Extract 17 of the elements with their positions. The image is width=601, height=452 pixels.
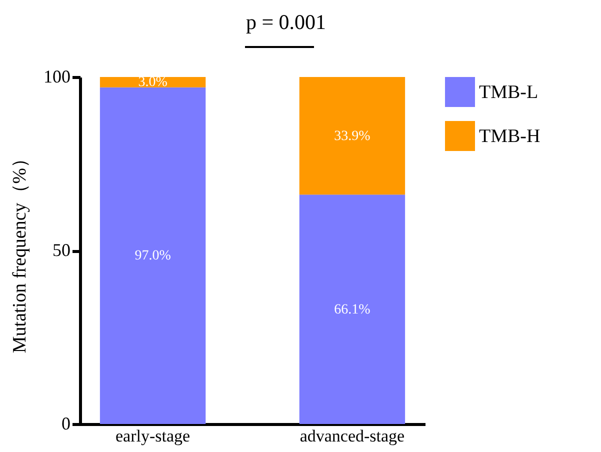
bar <box>299 194 406 424</box>
text: p = 0.001 <box>244 10 328 35</box>
y-axis-title: Mutation frequency（%） <box>10 148 30 354</box>
y-tick-label: 100 <box>44 66 70 86</box>
y-tick-label: 50 <box>52 240 70 260</box>
data-label: 3.0% <box>138 75 168 90</box>
legend-label: TMB-H <box>479 126 540 147</box>
y-tick-label: 0 <box>62 414 70 434</box>
bar <box>100 77 206 88</box>
legend-label: TMB-L <box>479 82 538 103</box>
x-tick-label: advanced-stage <box>300 426 405 446</box>
data-label: 33.9% <box>334 128 371 144</box>
data-label: 97.0% <box>134 248 172 264</box>
x-tick-label: early-stage <box>116 426 190 446</box>
bar <box>100 87 206 424</box>
data-label: 66.1% <box>334 302 371 318</box>
bar <box>299 77 406 195</box>
